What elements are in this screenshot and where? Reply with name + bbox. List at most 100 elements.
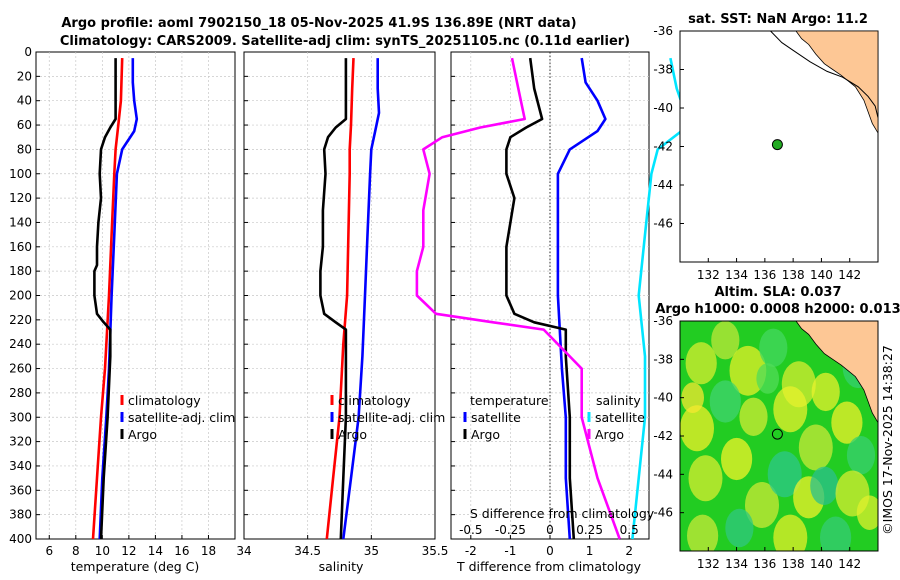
depth-tick-label: 260: [9, 362, 32, 376]
difference-xlabel: T difference from climatology: [456, 559, 642, 574]
map-xtick-label: 134: [725, 268, 748, 282]
sla-anomaly-patch: [820, 516, 852, 551]
sla-anomaly-patch: [721, 437, 753, 481]
map-xtick-label: 134: [725, 557, 748, 571]
map-ytick-label: -42: [653, 429, 673, 443]
salinity-xtick-label: 34.5: [294, 544, 321, 558]
map-ytick-label: -38: [653, 63, 673, 77]
series-temperature-argo: [505, 57, 576, 540]
depth-tick-label: 60: [17, 118, 32, 132]
sla-anomaly-patch: [831, 401, 863, 444]
depth-tick-label: 240: [9, 337, 32, 351]
map-ytick-label: -40: [653, 101, 673, 115]
sla-anomaly-patch: [856, 495, 878, 530]
series-salinity-argo: [415, 57, 621, 540]
map-ytick-label: -40: [653, 391, 673, 405]
sla-map-panel: Altim. SLA: 0.037 Argo h1000: 0.0008 h20…: [653, 285, 900, 571]
map-xtick-label: 136: [753, 557, 776, 571]
difference-xtick-label: -1: [504, 544, 516, 558]
figure-title-line2: Climatology: CARS2009. Satellite-adj cli…: [60, 34, 630, 49]
difference-s-tick-label: 0.25: [576, 523, 603, 537]
series-climatology: [91, 58, 124, 540]
salinity-legend: climatology satellite-adj. clim Argo: [330, 393, 445, 442]
map-ytick-label: -36: [653, 24, 673, 38]
sla-anomaly-patch: [725, 508, 754, 548]
map-xtick-label: 140: [810, 268, 833, 282]
depth-tick-label: 320: [9, 435, 32, 449]
sla-anomaly-patch: [759, 328, 788, 367]
difference-s-tick-label: -0.25: [495, 523, 526, 537]
map-ytick-label: -38: [653, 352, 673, 366]
depth-tick-label: 360: [9, 483, 32, 497]
temperature-xtick-label: 14: [148, 544, 163, 558]
legend-label: climatology: [128, 393, 201, 408]
legend-label: satellite-adj. clim: [338, 410, 445, 425]
map-ytick-label: -44: [653, 467, 673, 481]
difference-xtick-label: 0: [546, 544, 554, 558]
sla-anomaly-patch: [756, 363, 779, 394]
sla-map-anomaly-field: [680, 321, 878, 551]
map-xtick-label: 142: [838, 268, 861, 282]
legend-label: satellite-adj. clim: [128, 410, 235, 425]
series-temperature-satellite: [556, 57, 607, 540]
series-argo: [319, 58, 348, 540]
map-xtick-label: 140: [810, 557, 833, 571]
sla-anomaly-patch: [680, 405, 714, 452]
sla-anomaly-patch: [711, 321, 740, 360]
imos-timestamp: ©IMOS 17-Nov-2025 14:38:27: [880, 345, 895, 535]
salinity-xlabel: salinity: [319, 559, 364, 574]
depth-tick-label: 180: [9, 264, 32, 278]
legend-label: Argo: [128, 427, 157, 442]
legend-title-salinity: salinity: [596, 393, 641, 408]
depth-tick-label: 160: [9, 240, 32, 254]
map-xtick-label: 136: [753, 268, 776, 282]
legend-label: climatology: [338, 393, 411, 408]
depth-tick-label: 380: [9, 508, 32, 522]
temperature-xtick-label: 12: [121, 544, 136, 558]
sla-anomaly-patch: [681, 382, 704, 414]
sla-anomaly-patch: [709, 380, 741, 423]
difference-s-xlabel: S difference from climatology: [470, 506, 655, 521]
depth-tick-label: 80: [17, 142, 32, 156]
difference-panel: -2 -1 0 1 2 -0.5 -0.25 0 0.25 0.5 T difference fr…: [415, 51, 691, 574]
map-ytick-label: -46: [653, 506, 673, 520]
map-ytick-label: -44: [653, 178, 673, 192]
difference-xtick-label: -2: [465, 544, 477, 558]
sla-anomaly-patch: [745, 482, 779, 528]
temperature-xtick-label: 10: [95, 544, 110, 558]
sla-anomaly-patch: [810, 466, 839, 505]
depth-tick-label: 140: [9, 215, 32, 229]
difference-s-tick-label: 0.5: [620, 523, 639, 537]
sla-anomaly-patch: [846, 436, 876, 475]
sst-map-title: sat. SST: NaN Argo: 11.2: [688, 12, 868, 27]
legend-title-temperature: temperature: [470, 393, 549, 408]
map-xtick-label: 142: [838, 557, 861, 571]
series-satellite-adj-clim: [342, 58, 381, 540]
sla-anomaly-patch: [685, 342, 717, 385]
salinity-xtick-label: 35.5: [422, 544, 449, 558]
sla-anomaly-patch: [798, 424, 833, 471]
legend-label: Argo: [595, 427, 624, 442]
sst-map-coastline: [770, 31, 878, 118]
depth-tick-label: 340: [9, 459, 32, 473]
salinity-xtick-label: 34: [236, 544, 251, 558]
sla-map-subtitle: Argo h1000: 0.0008 h2000: 0.013: [655, 302, 900, 317]
map-xtick-label: 132: [697, 268, 720, 282]
difference-s-tick-label: -0.5: [459, 523, 482, 537]
depth-tick-label: 20: [17, 69, 32, 83]
difference-s-tick-label: 0: [546, 523, 554, 537]
depth-tick-label: 0: [24, 45, 32, 59]
sla-anomaly-patch: [811, 372, 840, 412]
map-ytick-label: -42: [653, 140, 673, 154]
difference-xtick-label: 2: [625, 544, 633, 558]
map-xtick-label: 138: [782, 268, 805, 282]
salinity-axes-frame: [243, 51, 436, 540]
temperature-xtick-label: 18: [201, 544, 216, 558]
difference-legend: temperature salinity satellite Argo satellit…: [463, 393, 645, 442]
depth-tick-label: 220: [9, 313, 32, 327]
figure-title-line1: Argo profile: aoml 7902150_18 05-Nov-202…: [61, 16, 576, 31]
sla-anomaly-patch: [773, 386, 808, 433]
temperature-legend: climatology satellite-adj. clim Argo: [120, 393, 235, 442]
depth-tick-label: 100: [9, 167, 32, 181]
